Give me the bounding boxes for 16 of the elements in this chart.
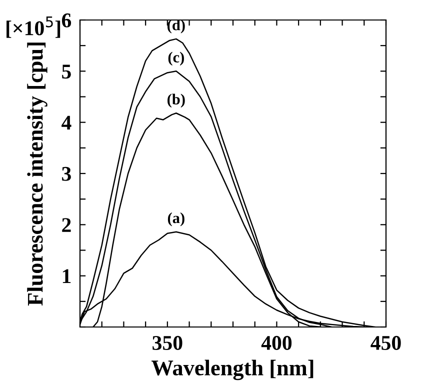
series-label: (b): [168, 94, 185, 108]
x-tick-label: 350: [152, 336, 182, 350]
y-tick-label: 6: [62, 13, 72, 28]
y-tick-label: 4: [62, 116, 72, 130]
legend-label: (d): [168, 20, 185, 34]
y-tick-label: 2: [62, 218, 71, 232]
y-tick-label: 1: [62, 269, 71, 284]
series-label: (c): [168, 52, 184, 66]
y-tick-label: 3: [62, 166, 71, 181]
text: [×10$^{5}$]: [6, 16, 60, 38]
x-tick-label: 400: [261, 336, 292, 350]
y-tick-label: 5: [62, 64, 71, 79]
x-tick-label: 450: [370, 336, 401, 350]
y-axis-title: Fluorescence intensity [cpu]: [27, 42, 48, 306]
series-label: (a): [168, 212, 184, 226]
x-axis-title: Wavelength [nm]: [152, 360, 314, 380]
